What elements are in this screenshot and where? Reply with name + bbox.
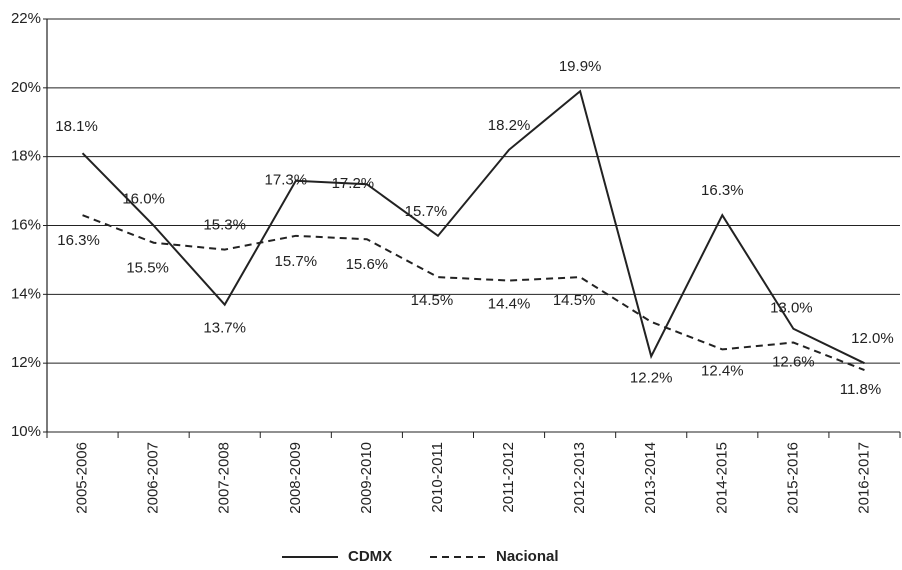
data-label: 12.6% [772,353,815,370]
y-tick-label: 18% [11,148,41,165]
data-label: 17.2% [332,175,375,192]
x-tick-label: 2012-2013 [571,442,588,514]
y-tick-label: 22% [11,10,41,27]
data-label: 12.4% [701,362,744,379]
series-line [82,214,865,371]
data-label: 18.2% [488,117,531,134]
data-label: 15.7% [405,203,448,220]
x-tick-label: 2007-2008 [216,442,233,514]
data-label: 15.6% [346,256,389,273]
x-tick-label: 2008-2009 [287,442,304,514]
x-tick-label: 2015-2016 [784,442,801,514]
x-tick-label: 2006-2007 [145,442,162,514]
x-tick-label: 2016-2017 [855,442,872,514]
data-label: 11.8% [840,381,881,398]
data-label: 15.5% [126,260,169,277]
data-label: 17.3% [265,172,308,189]
data-label: 16.3% [701,182,744,199]
x-tick-label: 2013-2014 [642,442,659,514]
data-label: 12.0% [851,330,894,347]
legend-text: CDMX [348,548,392,565]
y-tick-label: 20% [11,79,41,96]
data-label: 15.3% [203,217,246,234]
data-label: 13.0% [770,300,813,317]
data-label: 12.2% [630,369,673,386]
y-tick-label: 14% [11,285,41,302]
data-label: 19.9% [559,58,602,75]
y-tick-label: 10% [11,423,41,440]
data-label: 16.0% [122,190,165,207]
legend-text: Nacional [496,548,559,565]
x-tick-label: 2011-2012 [500,442,517,513]
y-tick-label: 12% [11,354,41,371]
data-label: 14.5% [553,292,596,309]
data-label: 16.3% [57,232,100,249]
y-tick-label: 16% [11,216,41,233]
data-label: 15.7% [275,253,318,270]
x-tick-label: 2009-2010 [358,442,375,514]
data-label: 18.1% [55,118,98,135]
x-tick-label: 2014-2015 [713,442,730,514]
x-tick-label: 2010-2011 [429,442,446,513]
series-line [81,89,865,365]
data-label: 13.7% [203,320,246,337]
data-label: 14.5% [411,292,454,309]
x-tick-label: 2005-2006 [74,442,91,514]
data-label: 14.4% [488,296,531,313]
